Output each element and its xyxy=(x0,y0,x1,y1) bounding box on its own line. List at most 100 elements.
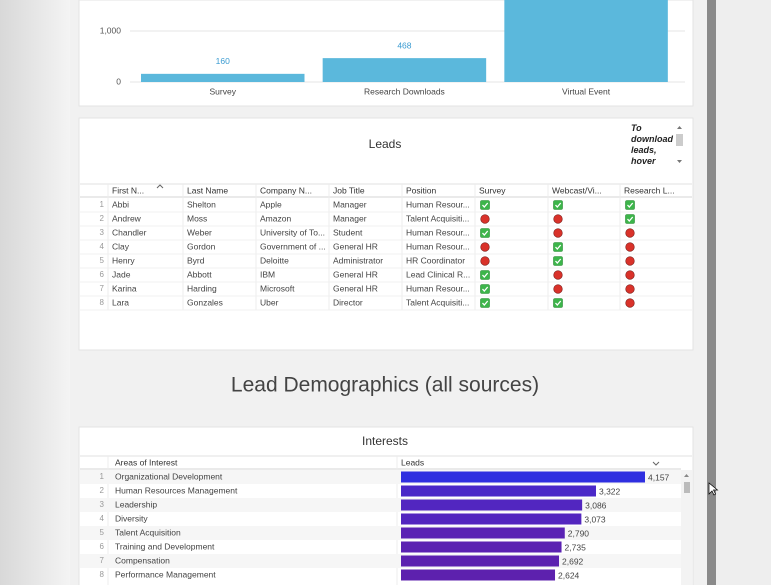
bar xyxy=(401,555,560,567)
column-header: Survey xyxy=(479,185,506,195)
status-check xyxy=(553,200,563,210)
category-label: Performance Management xyxy=(115,569,216,579)
status-check-mark xyxy=(627,216,634,222)
status-cross xyxy=(480,214,490,224)
table-cell: Abbott xyxy=(187,269,212,279)
table-cell: Jade xyxy=(112,269,131,279)
x-tick-label: Research Downloads xyxy=(364,86,445,96)
table-cell: Henry xyxy=(112,255,135,265)
row-number: 4 xyxy=(100,514,105,523)
table-cell: Abbi xyxy=(112,199,129,209)
status-cross xyxy=(625,256,635,266)
data-label: 3,086 xyxy=(585,500,607,510)
table-cell: Administrator xyxy=(333,255,383,265)
table-scroll-arrow[interactable] xyxy=(684,474,689,477)
table-scroll-thumb[interactable] xyxy=(684,482,690,493)
bar xyxy=(401,471,645,483)
table-cell: IBM xyxy=(260,269,275,279)
category-label: Diversity xyxy=(115,513,148,523)
data-label: 2,624 xyxy=(558,570,580,580)
table-cell: Human Resour... xyxy=(406,241,470,251)
table-cell: Human Resour... xyxy=(406,227,470,237)
table-cell: Student xyxy=(333,227,363,237)
status-cross xyxy=(553,228,563,238)
table-cell: Microsoft xyxy=(260,283,295,293)
data-label: 468 xyxy=(397,40,411,50)
leads-card xyxy=(78,117,694,351)
sort-indicator[interactable] xyxy=(156,184,164,189)
status-cross xyxy=(480,256,490,266)
category-label: Training and Development xyxy=(115,541,215,551)
table-cell: Clay xyxy=(112,241,130,251)
data-label: 3,073 xyxy=(584,514,606,524)
table-cell: Government of ... xyxy=(260,241,326,251)
status-check xyxy=(480,270,490,280)
download-note: To download leads, hover xyxy=(631,123,673,166)
page-scrollbar[interactable] xyxy=(707,0,716,585)
table-cell: Moss xyxy=(187,213,207,223)
table-cell: General HR xyxy=(333,283,378,293)
status-cross xyxy=(625,228,635,238)
status-check xyxy=(625,214,635,224)
status-cross xyxy=(625,270,635,280)
overview-chart: 01,0001604681700 xyxy=(100,0,685,86)
section-heading: Lead Demographics (all sources) xyxy=(231,374,539,397)
table-cell: Manager xyxy=(333,199,367,209)
table-cell: Manager xyxy=(333,213,367,223)
status-check-mark xyxy=(482,286,489,292)
table-cell: HR Coordinator xyxy=(406,255,465,265)
table-cell: University of To... xyxy=(260,227,325,237)
data-label: 2,790 xyxy=(568,528,590,538)
x-tick-label: Survey xyxy=(210,86,237,96)
row-number: 3 xyxy=(100,500,105,509)
row-number: 5 xyxy=(100,528,105,537)
status-check-mark xyxy=(555,244,562,250)
table-cell: Human Resour... xyxy=(406,199,470,209)
table-cell: Director xyxy=(333,297,363,307)
column-header: Leads xyxy=(401,457,424,467)
table-cell: Talent Acquisiti... xyxy=(406,213,469,223)
row-number: 8 xyxy=(100,570,105,579)
row-number: 3 xyxy=(100,228,105,237)
row-number: 2 xyxy=(100,214,105,223)
column-header: Job Title xyxy=(333,185,365,195)
column-header: Last Name xyxy=(187,185,228,195)
row-shade xyxy=(80,554,681,568)
row-number: 4 xyxy=(100,242,105,251)
table-cell: Deloitte xyxy=(260,255,289,265)
status-check xyxy=(625,200,635,210)
table-cell: Weber xyxy=(187,227,212,237)
row-number: 2 xyxy=(100,486,105,495)
mouse-cursor xyxy=(708,482,719,496)
table-cell: Human Resour... xyxy=(406,283,470,293)
table-cell: Gordon xyxy=(187,241,216,251)
status-cross xyxy=(480,242,490,252)
status-check xyxy=(480,284,490,294)
row-number: 8 xyxy=(100,298,105,307)
table-cell: Lead Clinical R... xyxy=(406,269,470,279)
category-label: Human Resources Management xyxy=(115,485,238,495)
table-cell: Chandler xyxy=(112,227,147,237)
sort-indicator[interactable] xyxy=(652,461,660,466)
data-label: 2,735 xyxy=(565,542,587,552)
y-tick-label: 1,000 xyxy=(100,25,122,35)
note-scroll-thumb[interactable] xyxy=(676,134,683,146)
status-check xyxy=(480,298,490,308)
status-check xyxy=(480,228,490,238)
status-cross xyxy=(625,242,635,252)
row-number: 7 xyxy=(100,556,105,565)
table-cell: Uber xyxy=(260,297,279,307)
row-number: 6 xyxy=(100,542,105,551)
row-number: 5 xyxy=(100,256,105,265)
status-cross xyxy=(553,270,563,280)
status-cross xyxy=(625,284,635,294)
table-cell: General HR xyxy=(333,241,378,251)
bar xyxy=(401,513,582,525)
status-check-mark xyxy=(482,300,489,306)
data-label: 3,322 xyxy=(599,486,621,496)
table-scrollbar[interactable] xyxy=(681,470,692,585)
status-check-mark xyxy=(555,300,562,306)
bar xyxy=(401,499,583,511)
table-cell: General HR xyxy=(333,269,378,279)
